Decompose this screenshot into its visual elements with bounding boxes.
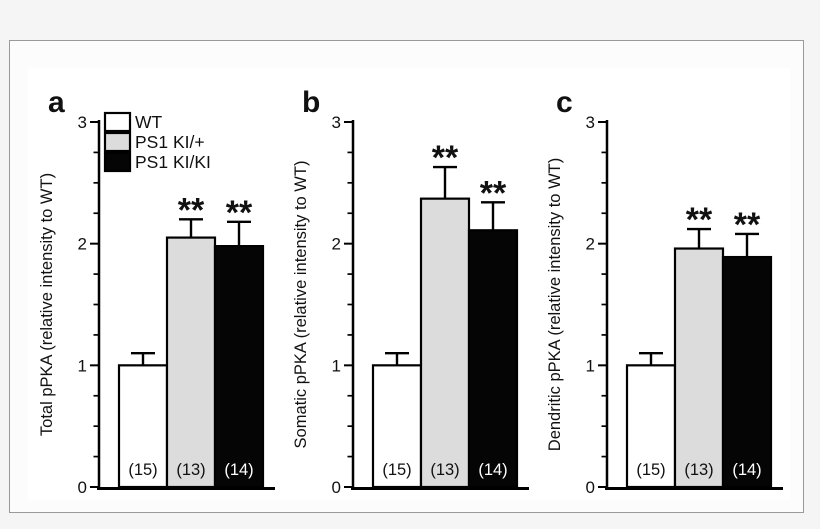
y-tick-label: 1	[78, 356, 87, 375]
panel-c: c Dendritic pPKA (relative intensity to W…	[536, 68, 790, 500]
y-tick-label: 2	[78, 235, 87, 254]
sample-size-label: (13)	[176, 461, 205, 479]
y-tick-label: 3	[78, 113, 87, 132]
y-tick-label: 1	[332, 356, 341, 375]
y-tick-label: 3	[332, 113, 341, 132]
significance-marker: **	[480, 174, 507, 212]
sample-size-label: (15)	[636, 461, 665, 479]
sample-size-label: (14)	[478, 461, 507, 479]
y-tick-label: 2	[332, 235, 341, 254]
panel-b: b Somatic pPKA (relative intensity to WT)…	[282, 68, 536, 500]
legend-label: PS1 KI/KI	[135, 152, 211, 172]
y-axis-label: Total pPKA (relative intensity to WT)	[38, 173, 56, 436]
sample-size-label: (15)	[382, 461, 411, 479]
significance-marker: **	[226, 194, 253, 232]
sample-size-label: (13)	[684, 461, 713, 479]
bar-ps1-ki-	[165, 236, 217, 489]
significance-marker: **	[734, 206, 761, 244]
panel-chart-svg: a Total pPKA (relative intensity to WT) 0 1…	[38, 86, 275, 497]
y-tick-label: 0	[332, 478, 341, 497]
legend-label: PS1 KI/+	[135, 132, 205, 152]
legend-swatch	[103, 131, 132, 153]
figure-frame: a Total pPKA (relative intensity to WT) 0 1…	[9, 40, 804, 513]
bar-ps1-ki-	[419, 197, 471, 489]
sample-size-label: (14)	[224, 461, 253, 479]
sample-size-label: (14)	[732, 461, 761, 479]
panel-letter: a	[48, 86, 65, 119]
legend-swatch	[103, 111, 132, 133]
sample-size-label: (15)	[128, 461, 157, 479]
figure-canvas: a Total pPKA (relative intensity to WT) 0 1…	[28, 68, 790, 500]
y-axis-label: Somatic pPKA (relative intensity to WT)	[292, 161, 310, 449]
significance-marker: **	[178, 191, 205, 229]
bar-ps1-ki-ki	[213, 245, 265, 489]
panel-chart-svg: c Dendritic pPKA (relative intensity to W…	[546, 86, 783, 497]
panel-a: a Total pPKA (relative intensity to WT) 0 1…	[28, 68, 282, 500]
y-tick-label: 3	[586, 113, 595, 132]
legend-label: WT	[135, 112, 163, 132]
bar-ps1-ki-	[673, 247, 725, 489]
panel-letter: c	[556, 86, 573, 119]
significance-marker: **	[432, 139, 459, 177]
y-tick-label: 0	[586, 478, 595, 497]
panel-letter: b	[302, 86, 320, 119]
y-tick-label: 2	[586, 235, 595, 254]
bar-ps1-ki-ki	[721, 255, 773, 489]
legend-swatch	[103, 151, 132, 173]
panel-chart-svg: b Somatic pPKA (relative intensity to WT)…	[292, 86, 529, 497]
significance-marker: **	[686, 201, 713, 239]
bar-ps1-ki-ki	[467, 229, 519, 489]
sample-size-label: (13)	[430, 461, 459, 479]
y-axis-label: Dendritic pPKA (relative intensity to WT…	[546, 158, 564, 451]
y-tick-label: 1	[586, 356, 595, 375]
y-tick-label: 0	[78, 478, 87, 497]
